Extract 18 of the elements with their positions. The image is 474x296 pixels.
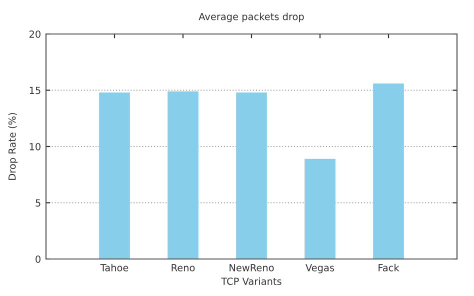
bar xyxy=(99,92,130,259)
x-tick-label: Reno xyxy=(172,264,195,272)
y-tick-label: 15 xyxy=(30,86,40,94)
x-tick-label: Vegas xyxy=(306,264,334,274)
bar xyxy=(236,92,267,259)
bar xyxy=(168,91,198,259)
y-tick-label: 10 xyxy=(30,142,40,150)
bar xyxy=(304,158,336,259)
y-axis-title: Drop Rate (%) xyxy=(8,112,18,180)
y-tick-label: 0 xyxy=(36,255,40,263)
y-tick-label: 20 xyxy=(29,30,40,38)
chart-title: Average packets drop xyxy=(198,12,304,22)
x-axis-title: TCP Variants xyxy=(221,277,282,285)
x-tick-label: Tahoe xyxy=(100,264,128,272)
x-tick-label: Fack xyxy=(378,264,400,272)
x-tick-label: NewReno xyxy=(230,264,274,272)
bar xyxy=(373,84,404,259)
y-tick-label: 5 xyxy=(36,199,40,207)
